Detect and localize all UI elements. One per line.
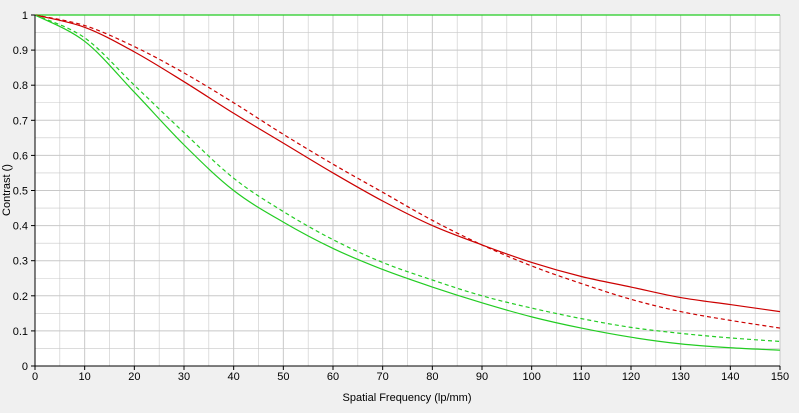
series-line-3	[34, 14, 781, 351]
x-tick-label: 120	[622, 371, 640, 383]
x-tick-label: 80	[426, 371, 438, 383]
x-tick-label: 110	[573, 371, 591, 383]
x-tick-label: 30	[178, 371, 190, 383]
x-tick-label: 150	[771, 371, 789, 383]
x-tick-label: 20	[128, 371, 140, 383]
series-line-1	[34, 14, 781, 313]
y-tick-label: 0.6	[13, 150, 28, 162]
x-tick-label: 70	[377, 371, 389, 383]
y-tick-label: 0	[22, 361, 28, 373]
tick-labels: 0 10 20 30 40 50 60 70 80 90 100 110 120 130 140 150 0 0.…	[13, 10, 789, 383]
x-tick-label: 100	[522, 371, 540, 383]
y-tick-label: 0.9	[13, 45, 28, 57]
x-tick-label: 60	[327, 371, 339, 383]
series-layer	[34, 14, 781, 351]
series-line-4	[34, 14, 781, 343]
y-axis-label: Contrast ()	[1, 164, 13, 216]
y-tick-label: 0.4	[13, 221, 28, 233]
grid-lines	[34, 14, 781, 367]
x-tick-label: 0	[32, 371, 38, 383]
y-tick-label: 0.1	[13, 326, 28, 338]
y-tick-label: 0.2	[13, 291, 28, 303]
x-tick-label: 130	[671, 371, 689, 383]
x-tick-label: 10	[79, 371, 91, 383]
y-tick-label: 0.5	[13, 186, 28, 198]
x-tick-label: 50	[277, 371, 289, 383]
y-tick-label: 1	[22, 10, 28, 22]
x-tick-label: 140	[721, 371, 739, 383]
y-tick-label: 0.7	[13, 115, 28, 127]
y-tick-label: 0.3	[13, 256, 28, 268]
x-tick-label: 90	[476, 371, 488, 383]
series-line-2	[34, 14, 781, 329]
y-tick-label: 0.8	[13, 80, 28, 92]
x-axis-label: Spatial Frequency (lp/mm)	[343, 392, 472, 404]
x-tick-label: 40	[228, 371, 240, 383]
